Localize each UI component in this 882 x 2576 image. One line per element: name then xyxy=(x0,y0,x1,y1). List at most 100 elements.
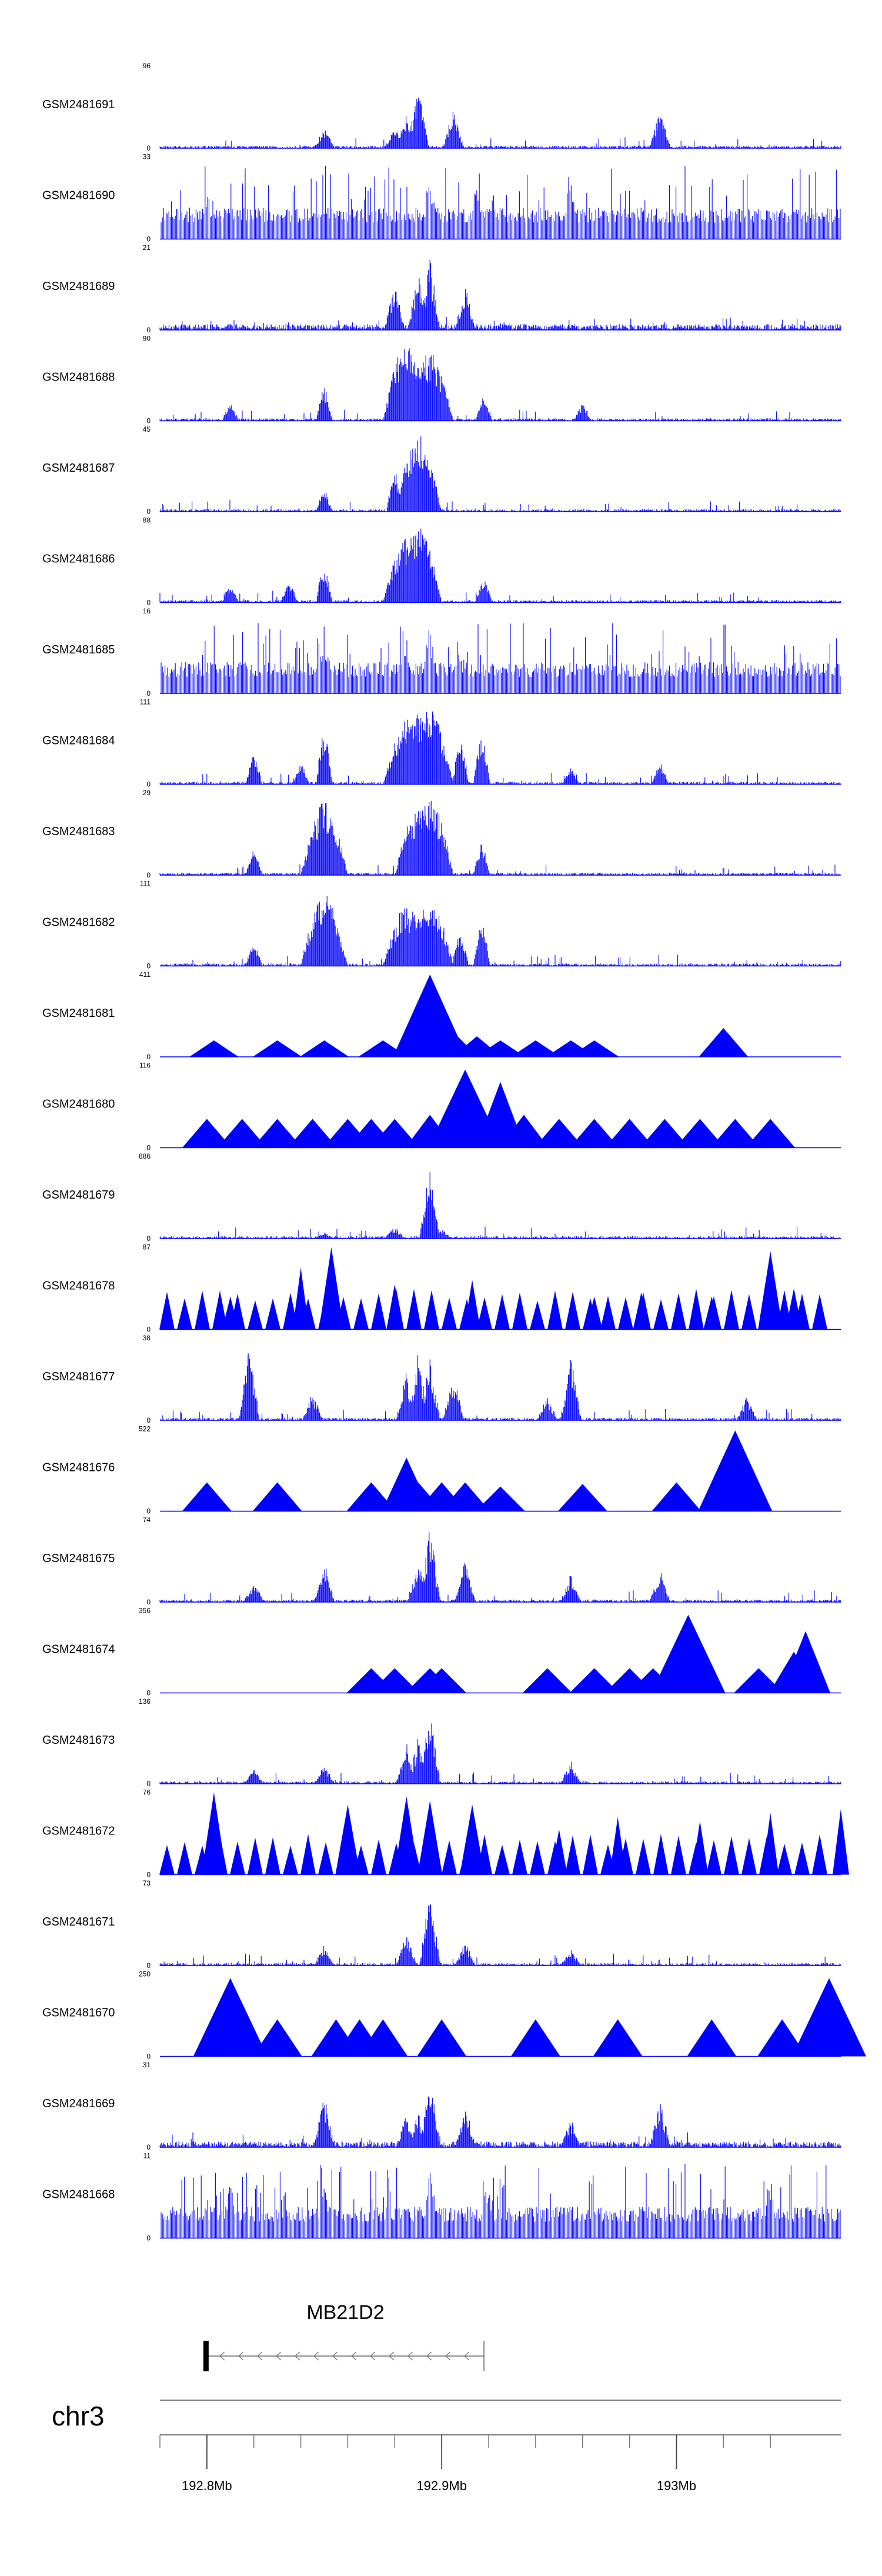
track-label: GSM2481676 xyxy=(42,1461,115,1474)
axis-tick-label: 192.9Mb xyxy=(416,2478,467,2493)
track-ymax-label: 111 xyxy=(140,880,151,888)
track-label: GSM2481686 xyxy=(42,553,115,566)
track-signal xyxy=(159,1247,827,1330)
track-ymin-label: 0 xyxy=(146,1053,151,1061)
track-label: GSM2481678 xyxy=(42,1280,115,1293)
track-signal xyxy=(159,1723,841,1784)
track-label: GSM2481690 xyxy=(42,189,115,202)
track-ymin-label: 0 xyxy=(146,1416,151,1424)
track-ymin-label: 0 xyxy=(146,1689,151,1697)
chromosome-label: chr3 xyxy=(52,2401,104,2431)
track-GSM2481689: GSM2481689 21 0 xyxy=(42,243,841,334)
track-label: GSM2481691 xyxy=(42,98,115,111)
track-signal xyxy=(159,98,841,148)
strand-arrow xyxy=(332,2351,338,2361)
gene-annotation-panel: MB21D2 xyxy=(203,2301,485,2371)
track-ymax-label: 136 xyxy=(139,1697,151,1706)
track-signal xyxy=(159,436,841,512)
track-ymin-label: 0 xyxy=(146,689,151,698)
track-label: GSM2481670 xyxy=(42,2007,115,2020)
track-label: GSM2481683 xyxy=(42,825,115,838)
track-label: GSM2481689 xyxy=(42,280,115,293)
track-ymin-label: 0 xyxy=(146,871,151,879)
axis-ticks: 192.8Mb 192.9Mb 193Mb xyxy=(159,2435,771,2493)
strand-arrow xyxy=(463,2351,470,2361)
track-ymin-label: 0 xyxy=(146,326,151,334)
gene-model xyxy=(203,2341,485,2371)
track-GSM2481673: GSM2481673 136 0 xyxy=(42,1697,841,1788)
strand-arrow xyxy=(219,2351,225,2361)
track-ymin-label: 0 xyxy=(146,508,151,516)
track-signal xyxy=(193,1978,867,2057)
track-label: GSM2481680 xyxy=(42,1098,115,1111)
track-signal xyxy=(346,1614,831,1693)
track-ymax-label: 87 xyxy=(143,1243,151,1252)
strand-arrow xyxy=(350,2351,357,2361)
track-GSM2481679: GSM2481679 886 0 xyxy=(42,1152,841,1243)
track-label: GSM2481677 xyxy=(42,1370,115,1383)
track-signal xyxy=(189,975,749,1057)
track-label: GSM2481673 xyxy=(42,1734,115,1747)
strand-arrow xyxy=(445,2351,451,2361)
genomic-axis-panel: chr3 192.8Mb 192.9Mb 193Mb xyxy=(52,2400,841,2493)
track-ymin-label: 0 xyxy=(146,780,151,789)
track-label: GSM2481685 xyxy=(42,643,115,656)
axis-tick-label: 192.8Mb xyxy=(182,2478,232,2493)
track-GSM2481686: GSM2481686 88 0 xyxy=(42,516,841,607)
track-ymax-label: 31 xyxy=(143,2061,151,2069)
track-ymin-label: 0 xyxy=(146,599,151,607)
strand-arrow xyxy=(426,2351,432,2361)
track-GSM2481682: GSM2481682 111 0 xyxy=(42,880,841,970)
track-label: GSM2481674 xyxy=(42,1643,115,1656)
track-label: GSM2481679 xyxy=(42,1189,115,1202)
track-ymax-label: 111 xyxy=(140,698,151,706)
track-ymax-label: 250 xyxy=(139,1970,151,1978)
track-label: GSM2481687 xyxy=(42,462,115,475)
track-GSM2481681: GSM2481681 411 0 xyxy=(42,970,841,1061)
track-GSM2481674: GSM2481674 356 0 xyxy=(42,1607,841,1697)
track-ymax-label: 886 xyxy=(139,1152,151,1160)
track-ymin-label: 0 xyxy=(146,144,151,152)
track-signal xyxy=(159,1532,841,1602)
track-GSM2481675: GSM2481675 74 0 xyxy=(42,1516,841,1606)
track-signal xyxy=(159,896,841,966)
track-GSM2481680: GSM2481680 116 0 xyxy=(42,1062,841,1152)
track-ymin-label: 0 xyxy=(146,1234,151,1243)
track-GSM2481668: GSM2481668 11 0 xyxy=(42,2152,841,2243)
track-ymax-label: 16 xyxy=(143,607,151,615)
track-label: GSM2481675 xyxy=(42,1552,115,1565)
track-ymax-label: 45 xyxy=(143,425,151,433)
track-ymin-label: 0 xyxy=(146,1144,151,1152)
track-signal xyxy=(159,800,841,875)
track-GSM2481671: GSM2481671 73 0 xyxy=(42,1879,841,1970)
track-ymax-label: 116 xyxy=(139,1062,151,1070)
track-signal xyxy=(161,623,841,693)
track-ymin-label: 0 xyxy=(146,2053,151,2061)
track-signal xyxy=(159,1904,841,1966)
track-GSM2481672: GSM2481672 76 0 xyxy=(42,1788,849,1879)
axis-tick-label: 193Mb xyxy=(657,2478,696,2493)
track-ymin-label: 0 xyxy=(146,1871,151,1879)
track-ymax-label: 74 xyxy=(143,1516,151,1524)
strand-arrow xyxy=(256,2351,263,2361)
track-label: GSM2481688 xyxy=(42,371,115,384)
strand-arrow xyxy=(294,2351,300,2361)
track-label: GSM2481684 xyxy=(42,735,115,748)
track-ymin-label: 0 xyxy=(146,1780,151,1788)
track-ymin-label: 0 xyxy=(146,417,151,425)
strand-arrow xyxy=(313,2351,319,2361)
track-label: GSM2481671 xyxy=(42,1916,115,1928)
track-ymin-label: 0 xyxy=(146,1326,151,1334)
track-ymin-label: 0 xyxy=(146,2234,151,2243)
track-ymax-label: 33 xyxy=(143,153,151,161)
track-GSM2481670: GSM2481670 250 0 xyxy=(42,1970,867,2061)
track-label: GSM2481669 xyxy=(42,2097,115,2110)
track-signal xyxy=(159,528,841,603)
tracks-panel: GSM2481691960GSM2481690330GSM2481689210G… xyxy=(42,62,867,2243)
track-GSM2481691: GSM2481691 96 0 xyxy=(42,62,841,152)
track-ymax-label: 29 xyxy=(143,789,151,797)
track-label: GSM2481681 xyxy=(42,1007,115,1020)
track-ymax-label: 21 xyxy=(143,243,151,252)
track-GSM2481676: GSM2481676 522 0 xyxy=(42,1425,841,1516)
track-signal xyxy=(159,260,841,330)
